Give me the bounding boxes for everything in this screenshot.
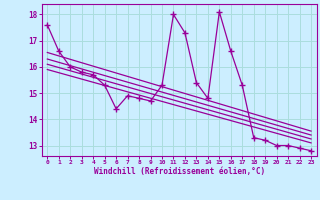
X-axis label: Windchill (Refroidissement éolien,°C): Windchill (Refroidissement éolien,°C) xyxy=(94,167,265,176)
